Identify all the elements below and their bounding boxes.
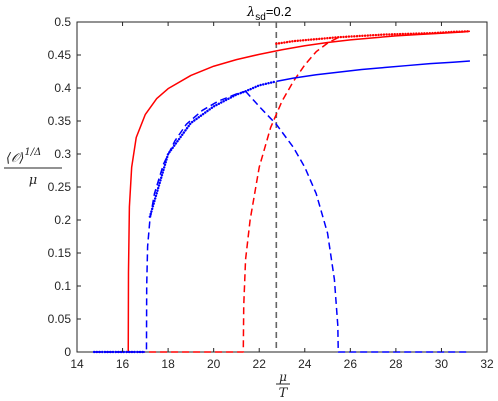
- x-tick-label-4: 22: [253, 357, 267, 371]
- x-axis-label: μ T: [276, 370, 290, 401]
- x-label-denominator: T: [279, 386, 289, 401]
- y-tick-label-7: 0.35: [48, 114, 72, 128]
- series-line-1: [94, 36, 340, 353]
- x-tick-label-6: 26: [344, 357, 358, 371]
- y-label-denominator: μ: [29, 173, 37, 188]
- y-tick-label-10: 0.5: [54, 15, 71, 29]
- y-tick-label-3: 0.15: [48, 246, 72, 260]
- x-label-numerator: μ: [279, 370, 287, 384]
- y-label-operator: ⟨𝒪⟩: [6, 151, 24, 166]
- title-subscript: sd: [255, 12, 266, 23]
- x-tick-label-1: 16: [116, 357, 130, 371]
- series-line-2: [275, 30, 472, 45]
- y-label-numerator: ⟨𝒪⟩1/Δ: [6, 147, 41, 166]
- plot-area: [76, 21, 488, 353]
- series-line-4: [94, 90, 246, 353]
- series-line-5: [245, 90, 470, 353]
- y-tick-label-0: 0: [64, 345, 71, 359]
- title-value: =0.2: [266, 4, 292, 19]
- series-line-7: [148, 80, 278, 218]
- ticks-layer: 14 16 18 20 22 24 26 28 30 32 0 0.05 0.1 0.15 0.2 0.25 0…: [48, 15, 494, 371]
- series-layer: [92, 30, 472, 354]
- y-tick-label-9: 0.45: [48, 48, 72, 62]
- x-tick-label-8: 30: [435, 357, 449, 371]
- series-line-0: [127, 30, 471, 353]
- x-tick-label-5: 24: [298, 357, 312, 371]
- x-tick-label-2: 18: [161, 357, 175, 371]
- x-tick-label-9: 32: [480, 357, 494, 371]
- x-tick-label-0: 14: [70, 357, 84, 371]
- chart-title: λsd=0.2: [246, 4, 291, 23]
- y-tick-label-6: 0.3: [54, 147, 71, 161]
- y-axis-label: ⟨𝒪⟩1/Δ μ: [4, 147, 62, 188]
- y-tick-label-1: 0.05: [48, 312, 72, 326]
- y-tick-label-8: 0.4: [54, 81, 71, 95]
- y-tick-label-4: 0.2: [54, 213, 71, 227]
- x-tick-label-7: 28: [389, 357, 403, 371]
- y-tick-label-5: 0.25: [48, 180, 72, 194]
- axes-box: [76, 21, 488, 353]
- series-line-3: [276, 60, 470, 83]
- title-symbol: λ: [246, 5, 255, 20]
- x-tick-label-3: 20: [207, 357, 221, 371]
- y-label-exponent: 1/Δ: [24, 147, 41, 158]
- y-tick-label-2: 0.1: [54, 279, 71, 293]
